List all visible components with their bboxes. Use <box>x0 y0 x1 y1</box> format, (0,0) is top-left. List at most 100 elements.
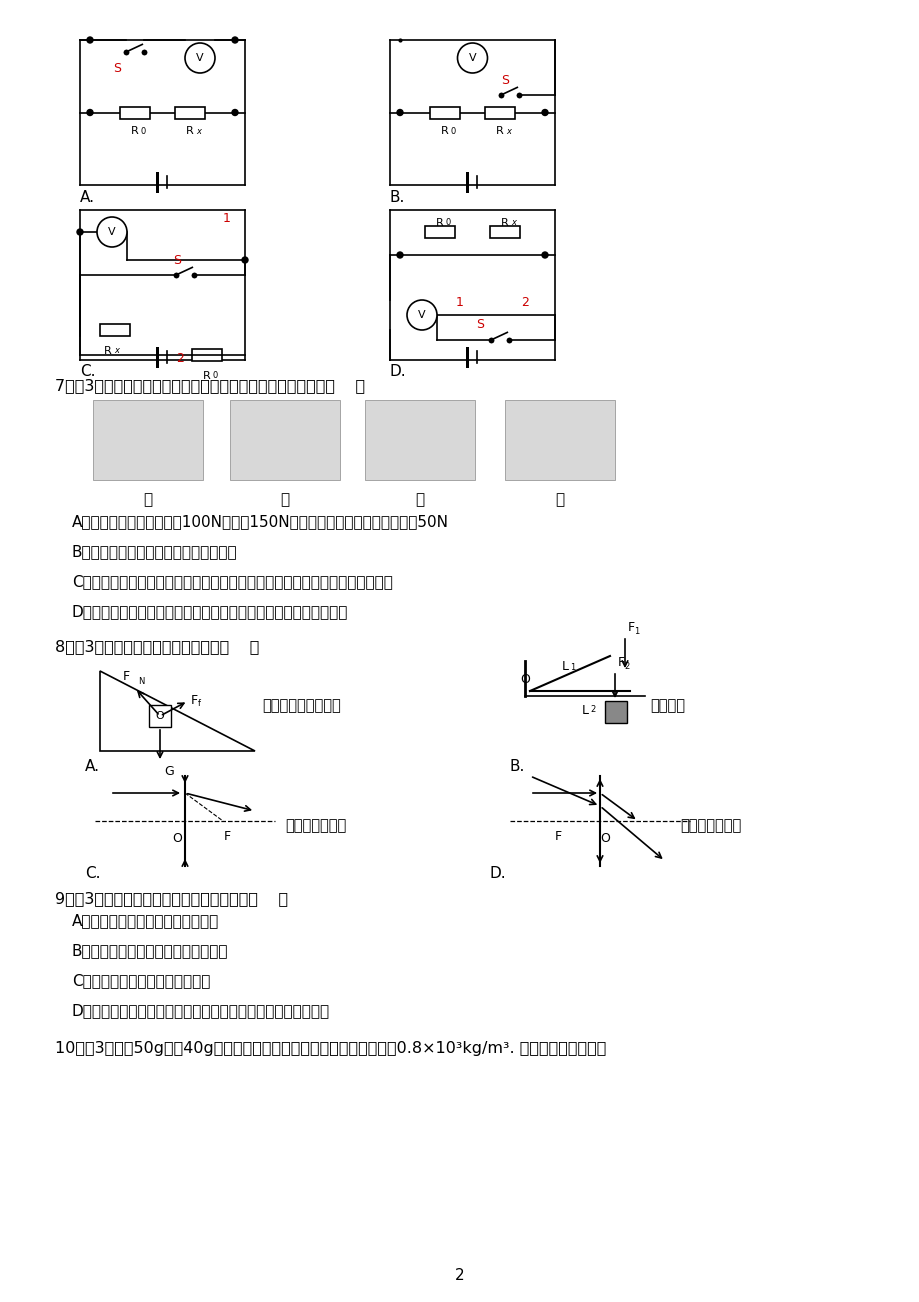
Text: F: F <box>123 671 130 684</box>
Text: 1: 1 <box>570 664 574 673</box>
Text: A．只有不动的物体才能作为参照物: A．只有不动的物体才能作为参照物 <box>72 913 219 928</box>
Text: C．丙图中人推木块匀速运动，人对木块的推力与木块对地面的摩擦力彼此平衡: C．丙图中人推木块匀速运动，人对木块的推力与木块对地面的摩擦力彼此平衡 <box>72 574 392 589</box>
Text: O: O <box>172 832 182 845</box>
Bar <box>365 400 474 480</box>
Text: 2: 2 <box>176 353 184 366</box>
Text: x: x <box>196 126 200 135</box>
Circle shape <box>541 109 548 116</box>
Text: D．丁图中踢出去的足球在空中飞行时，受到重力和空气阻力的作用: D．丁图中踢出去的足球在空中飞行时，受到重力和空气阻力的作用 <box>72 604 348 618</box>
Text: R: R <box>501 217 508 228</box>
Bar <box>93 400 203 480</box>
Text: C.: C. <box>85 866 100 881</box>
Text: S: S <box>113 61 121 74</box>
Bar <box>230 400 340 480</box>
Text: 经凸透镜的光线: 经凸透镜的光线 <box>679 819 741 833</box>
Circle shape <box>232 36 238 43</box>
Text: 2: 2 <box>589 704 595 713</box>
Bar <box>484 107 515 118</box>
Text: 8．（3分）下列作图中，有错误的是（    ）: 8．（3分）下列作图中，有错误的是（ ） <box>55 639 259 654</box>
Circle shape <box>96 217 127 247</box>
Text: 丙: 丙 <box>415 492 424 506</box>
Bar <box>425 227 455 238</box>
Text: V: V <box>418 310 425 320</box>
Circle shape <box>87 36 93 43</box>
Text: f: f <box>198 698 200 707</box>
Text: C．不能选研究对象本身为参照物: C．不能选研究对象本身为参照物 <box>72 973 210 988</box>
Circle shape <box>77 229 83 234</box>
Text: 杆杆力臂: 杆杆力臂 <box>650 698 685 713</box>
Bar <box>192 349 221 361</box>
Text: x: x <box>505 126 510 135</box>
Text: V: V <box>468 53 476 62</box>
Circle shape <box>185 43 215 73</box>
Text: 1: 1 <box>222 211 231 224</box>
Bar <box>490 227 519 238</box>
Text: N: N <box>138 677 144 686</box>
Text: 0: 0 <box>213 371 218 380</box>
Text: 9．（3分）关于参照物，以下说法错误的是（    ）: 9．（3分）关于参照物，以下说法错误的是（ ） <box>55 891 288 906</box>
Text: L: L <box>581 704 588 717</box>
Text: A.: A. <box>80 190 95 204</box>
Text: B．运动和静止的物体都能作为参照物: B．运动和静止的物体都能作为参照物 <box>72 943 228 958</box>
Text: R: R <box>186 126 194 137</box>
Text: 0: 0 <box>450 126 456 135</box>
Circle shape <box>242 256 248 263</box>
Bar <box>505 400 614 480</box>
Bar <box>119 107 150 118</box>
Circle shape <box>541 253 548 258</box>
Text: 2: 2 <box>623 661 629 671</box>
Text: S: S <box>475 319 483 332</box>
Bar <box>429 107 460 118</box>
Text: A．甲图中地面上的箱子重100N，受到150N向上的拉力时，箱子所受合力为50N: A．甲图中地面上的箱子重100N，受到150N向上的拉力时，箱子所受合力为50N <box>72 514 448 529</box>
Bar <box>175 107 205 118</box>
Text: 2: 2 <box>455 1268 464 1282</box>
Text: O: O <box>155 711 165 721</box>
Text: F: F <box>191 694 198 707</box>
Text: O: O <box>519 673 529 686</box>
Text: R: R <box>203 371 210 381</box>
Text: R: R <box>131 126 139 137</box>
Circle shape <box>87 109 93 116</box>
Text: S: S <box>173 254 181 267</box>
Circle shape <box>406 299 437 329</box>
Text: B.: B. <box>390 190 405 204</box>
Text: B.: B. <box>509 759 525 773</box>
Text: V: V <box>108 227 116 237</box>
Text: R: R <box>104 346 112 355</box>
Text: 自由下滑物体的受力: 自由下滑物体的受力 <box>262 698 340 713</box>
Circle shape <box>397 253 403 258</box>
Text: 甲: 甲 <box>143 492 153 506</box>
Text: F: F <box>618 656 624 669</box>
Text: 7．（3分）某同学对下列物体进行了受力分析，其中错误的是（    ）: 7．（3分）某同学对下列物体进行了受力分析，其中错误的是（ ） <box>55 378 365 393</box>
Text: A.: A. <box>85 759 100 773</box>
Circle shape <box>397 109 403 116</box>
Text: 0: 0 <box>141 126 146 135</box>
Text: F: F <box>628 621 634 634</box>
Text: R: R <box>440 126 448 137</box>
Bar <box>605 700 627 723</box>
Text: 1: 1 <box>456 297 463 310</box>
Circle shape <box>232 109 238 116</box>
Text: 2: 2 <box>520 297 528 310</box>
Text: x: x <box>510 217 516 227</box>
Text: V: V <box>196 53 204 62</box>
Text: 10．（3分）取50g水和40g酒精倒入烧杯充分混合，已知酒精的密度为0.8×10³kg/m³. 则该混合液的密度，: 10．（3分）取50g水和40g酒精倒入烧杯充分混合，已知酒精的密度为0.8×1… <box>55 1042 606 1056</box>
Text: O: O <box>599 832 609 845</box>
Circle shape <box>457 43 487 73</box>
Text: x: x <box>114 346 119 355</box>
Text: L: L <box>561 660 568 673</box>
Text: C.: C. <box>80 365 96 379</box>
Bar <box>149 704 171 727</box>
Text: D．一般情况下，研究地面上物体的运动我们选择地面为参照物: D．一般情况下，研究地面上物体的运动我们选择地面为参照物 <box>72 1003 330 1018</box>
Text: 0: 0 <box>446 217 450 227</box>
Text: 经凹透镜的光线: 经凹透镜的光线 <box>285 819 346 833</box>
Text: R: R <box>495 126 504 137</box>
Text: 乙: 乙 <box>280 492 289 506</box>
Text: S: S <box>501 73 508 86</box>
Text: 1: 1 <box>633 628 639 635</box>
Text: F: F <box>554 829 561 842</box>
Text: R: R <box>436 217 443 228</box>
Text: G: G <box>164 766 174 779</box>
Bar <box>100 324 130 336</box>
Text: B．乙图中手里静止的瓶子所受合力为零: B．乙图中手里静止的瓶子所受合力为零 <box>72 544 237 559</box>
